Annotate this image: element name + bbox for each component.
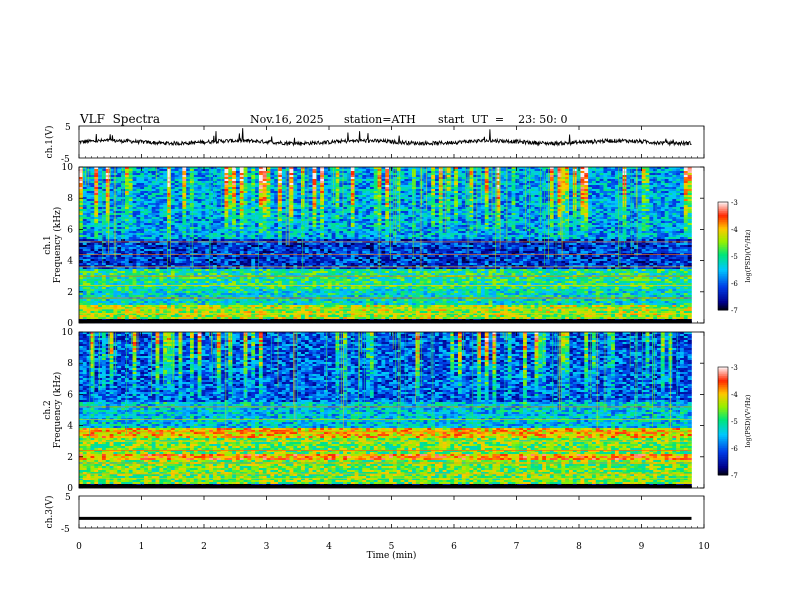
ch1-spectrogram-colorbar-tick: -7 xyxy=(731,307,738,315)
ch2-spectrogram-colorbar-tick: -3 xyxy=(731,364,738,372)
xtick-label: 0 xyxy=(76,542,82,552)
ch2-spectrogram-ytick-label: 6 xyxy=(67,390,73,400)
ch1-spectrogram-ytick-label: 6 xyxy=(67,225,73,235)
ch1-spectrogram-colorbar-tick: -3 xyxy=(731,199,738,207)
ch1-spectrogram-ytick-label: 4 xyxy=(67,257,73,267)
xtick-label: 8 xyxy=(576,542,582,552)
ch1-waveform-ytick-top: 5 xyxy=(65,123,71,133)
ch1-spectrogram-colorbar-label: log(PSD)(V²/Hz) xyxy=(744,229,752,282)
ch1-spectrogram-ytick-label: 2 xyxy=(67,288,73,298)
xtick-label: 9 xyxy=(639,542,645,552)
ch1-spectrogram-colorbar-tick: -6 xyxy=(731,280,738,288)
ch3-waveform-ytick-bottom: -5 xyxy=(61,525,70,535)
ch2-spectrogram-ytick-label: 0 xyxy=(67,484,73,494)
ch2-spectrogram-colorbar-tick: -7 xyxy=(731,472,738,480)
ch2-spectrogram-colorbar-tick: -6 xyxy=(731,445,738,453)
ch1-spectrogram-colorbar xyxy=(717,201,729,311)
ch1-spectrogram-colorbar-tick: -5 xyxy=(731,253,738,261)
ch2-spectrogram-colorbar xyxy=(717,366,729,476)
ch2-spectrogram-colorbar-tick: -4 xyxy=(731,391,738,399)
xtick-label: 10 xyxy=(698,542,710,552)
xtick-label: 3 xyxy=(264,542,270,552)
ch2-spectrogram-colorbar-tick: -5 xyxy=(731,418,738,426)
ch2-spectrogram-colorbar-label: log(PSD)(V²/Hz) xyxy=(744,394,752,447)
ch1-spectrogram-ytick-label: 0 xyxy=(67,319,73,329)
xtick-label: 6 xyxy=(451,542,457,552)
ch1-spectrogram-ytick-label: 10 xyxy=(62,163,74,173)
ch2-spectrogram-ytick-label: 10 xyxy=(62,328,74,338)
ch2-spectrogram-ylabel-frequency: Frequency (kHz) xyxy=(52,372,63,449)
xaxis-label: Time (min) xyxy=(367,550,417,561)
ch1-spectrogram-ylabel-channel: ch.1 xyxy=(43,235,53,254)
xtick-label: 7 xyxy=(514,542,520,552)
ch2-spectrogram-ylabel-channel: ch.2 xyxy=(43,400,53,419)
chart-date: Nov.16, 2025 xyxy=(250,113,324,126)
xtick-label: 5 xyxy=(389,542,395,552)
chart-start-time: start UT = 23: 50: 0 xyxy=(438,113,568,126)
ch1-spectrogram-colorbar-tick: -4 xyxy=(731,226,738,234)
ch3-waveform-ylabel: ch.3(V) xyxy=(44,496,55,529)
ch2-spectrogram-ytick-label: 2 xyxy=(67,453,73,463)
ch1-waveform-ylabel: ch.1(V) xyxy=(44,126,55,159)
ch1-spectrogram-cells xyxy=(79,167,692,324)
ch2-spectrogram-ytick-label: 4 xyxy=(67,422,73,432)
ch1-waveform-ytick-bottom: -5 xyxy=(61,155,70,165)
chart-station: station=ATH xyxy=(344,113,416,126)
ch3-waveform-frame xyxy=(78,495,705,529)
chart-title: VLF Spectra xyxy=(80,112,160,126)
xtick-label: 4 xyxy=(326,542,332,552)
ch1-spectrogram-ytick-label: 8 xyxy=(67,194,73,204)
xtick-label: 2 xyxy=(201,542,207,552)
xtick-label: 1 xyxy=(139,542,145,552)
ch1-waveform-trace xyxy=(78,128,692,147)
ch2-spectrogram-ytick-label: 8 xyxy=(67,359,73,369)
ch3-waveform-ytick-top: 5 xyxy=(65,493,71,503)
ch1-spectrogram-ylabel-frequency: Frequency (kHz) xyxy=(52,207,63,284)
ch2-spectrogram-cells xyxy=(79,332,692,489)
